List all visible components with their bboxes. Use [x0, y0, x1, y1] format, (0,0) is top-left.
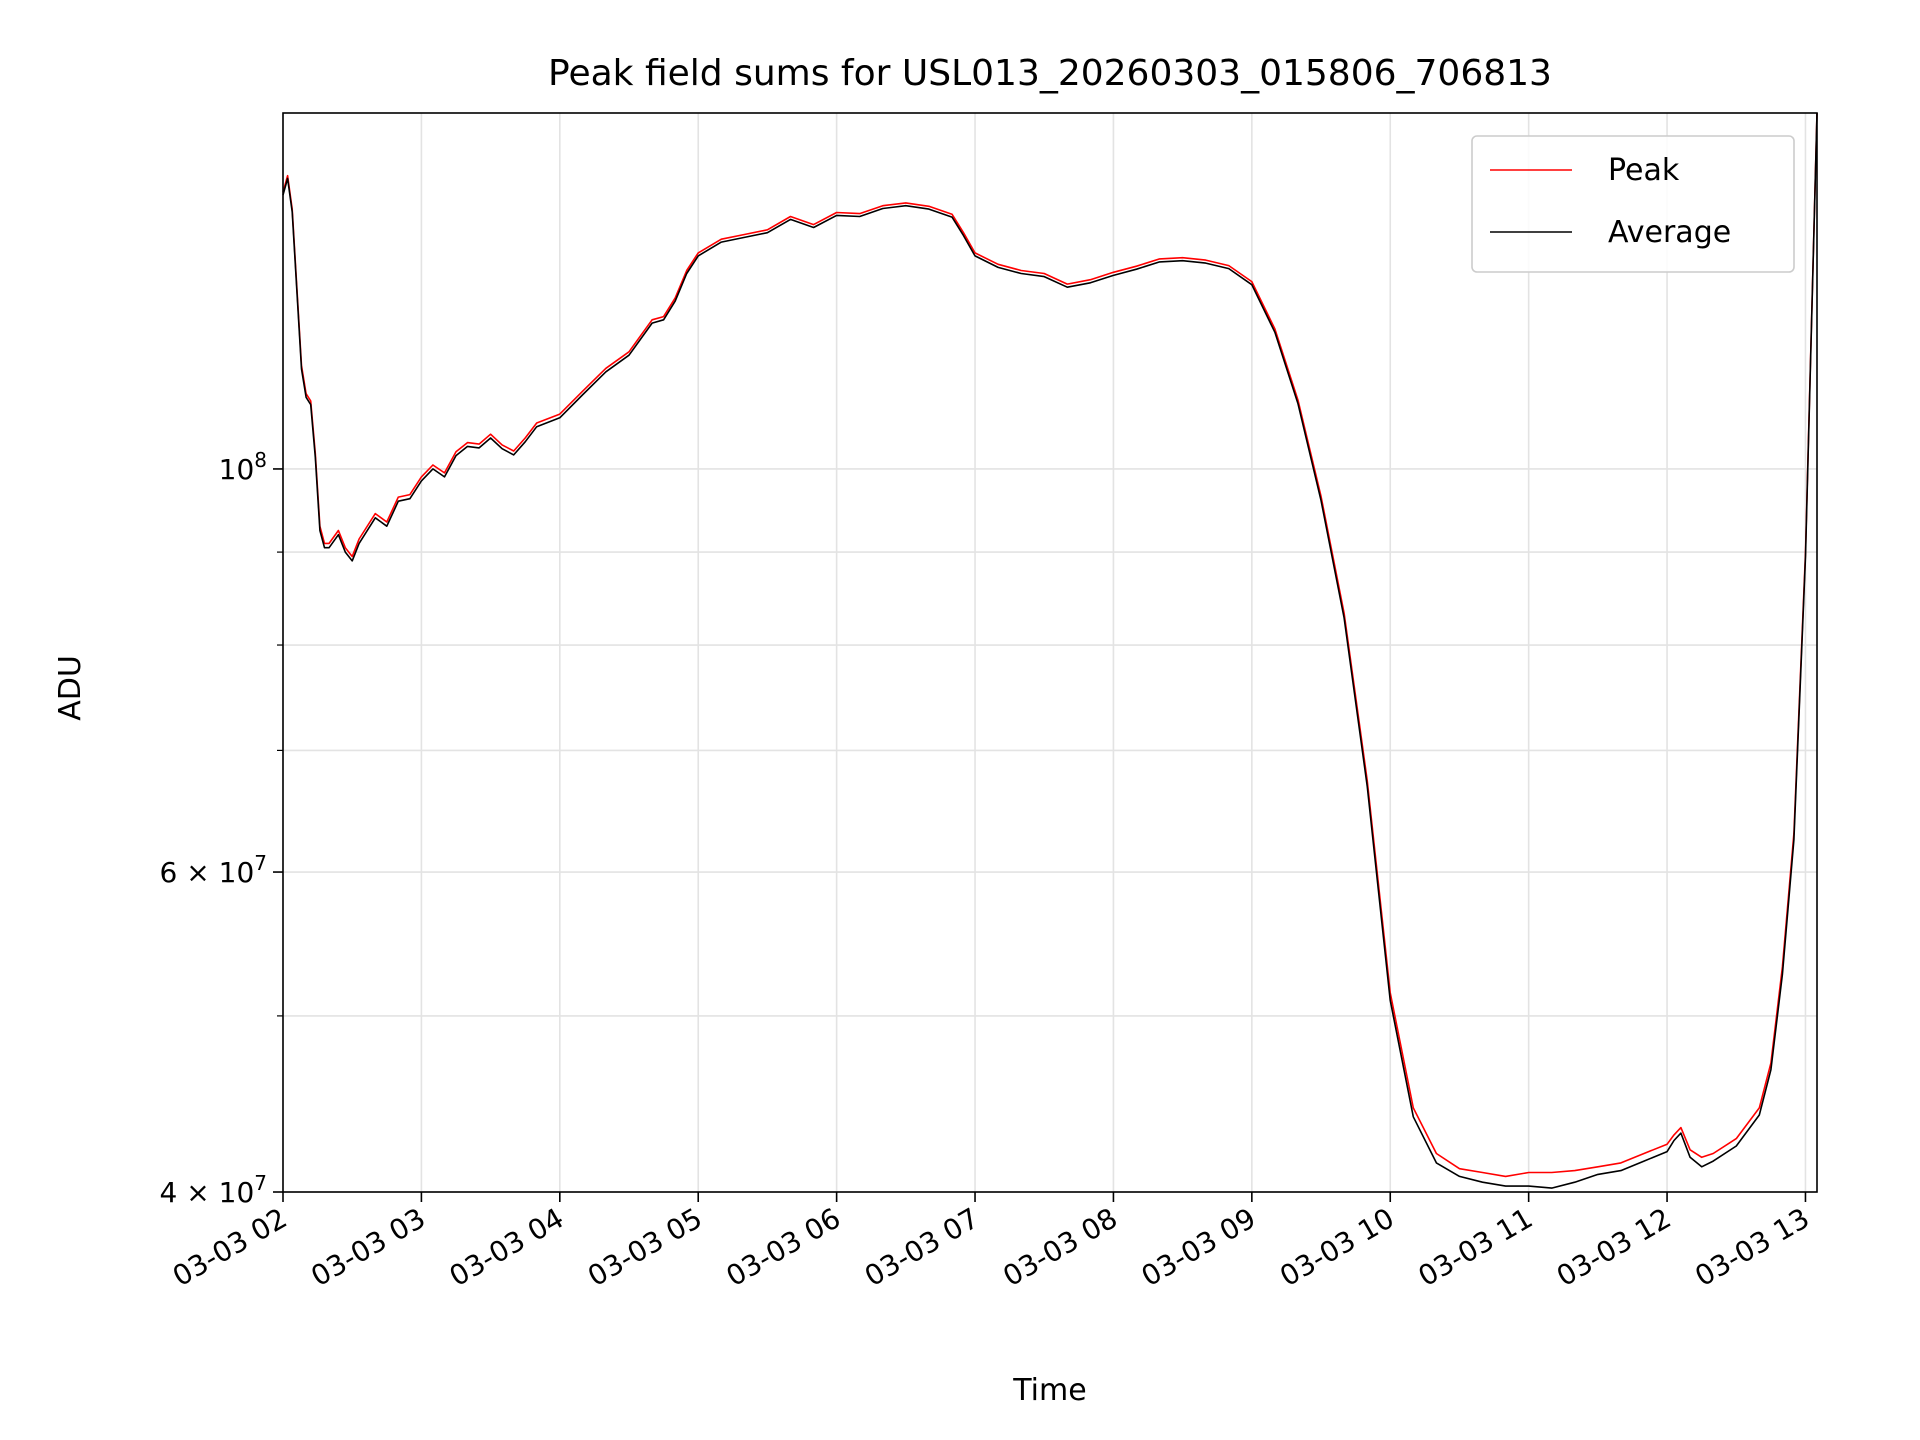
y-axis: 4 × 107 6 × 107 108	[160, 448, 283, 1209]
grid	[282, 113, 1817, 1193]
y-tick-label: 108	[219, 448, 267, 486]
legend-label-peak: Peak	[1608, 153, 1680, 188]
y-tick-label: 6 × 107	[160, 851, 267, 889]
series-layer	[282, 112, 1818, 1189]
series-line-average	[282, 112, 1818, 1189]
series-line-peak	[282, 112, 1818, 1178]
legend-label-average: Average	[1608, 215, 1731, 250]
legend: Peak Average	[1471, 135, 1795, 273]
plot-frame	[282, 112, 1818, 1193]
y-tick-label: 4 × 107	[160, 1171, 267, 1209]
y-axis-label: ADU	[53, 655, 88, 721]
chart-title: Peak field sums for USL013_20260303_0158…	[548, 53, 1552, 94]
x-axis-label: Time	[1012, 1373, 1086, 1408]
